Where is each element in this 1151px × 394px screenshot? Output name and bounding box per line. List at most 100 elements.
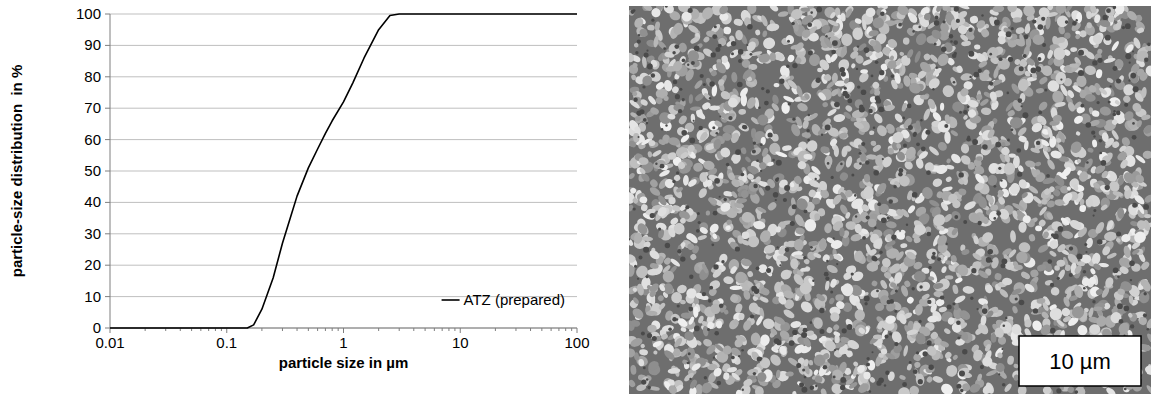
grain [817, 91, 827, 102]
grain [688, 316, 696, 326]
grain [844, 104, 853, 113]
grain [1060, 229, 1074, 240]
grain [767, 161, 774, 166]
grain [856, 382, 870, 394]
grain [1075, 131, 1081, 137]
grain [961, 248, 970, 255]
grain [1046, 158, 1057, 171]
grain [962, 285, 975, 294]
grain [1095, 69, 1103, 79]
grain [1120, 136, 1131, 148]
grain [671, 185, 684, 200]
grain [740, 258, 752, 267]
grain [1095, 288, 1104, 297]
grain [826, 326, 834, 334]
grain [1086, 22, 1092, 29]
y-axis [110, 14, 111, 328]
grain [1126, 69, 1141, 84]
grain [676, 126, 687, 137]
grain [1036, 138, 1043, 149]
grain [957, 178, 965, 186]
grain [793, 343, 807, 356]
grain [1038, 75, 1049, 85]
grain [790, 320, 802, 328]
grain [955, 263, 970, 279]
grain [1100, 203, 1109, 211]
grain [876, 319, 886, 330]
grain [1076, 12, 1082, 23]
x-tick-label: 10 [452, 334, 469, 351]
grain [671, 204, 681, 212]
grain [871, 280, 879, 287]
grain [841, 33, 853, 46]
grain [639, 28, 648, 37]
grain [949, 76, 958, 86]
grain [939, 21, 951, 34]
grain [755, 386, 764, 394]
grain [905, 26, 916, 37]
grain [652, 340, 663, 349]
grain [721, 55, 729, 64]
grain [944, 114, 959, 130]
grain [978, 60, 989, 69]
grain [958, 367, 970, 376]
grain [1065, 6, 1075, 13]
grain [850, 270, 864, 283]
grain [985, 369, 998, 378]
grain [1087, 84, 1097, 94]
grain [656, 194, 668, 207]
grain [707, 196, 718, 206]
grain [708, 222, 721, 235]
grain [821, 336, 828, 342]
grain [944, 351, 953, 360]
grain [909, 385, 920, 394]
grain [733, 337, 744, 348]
grain [902, 345, 909, 357]
grain [1069, 8, 1083, 23]
grain [1122, 94, 1132, 104]
grain [967, 51, 978, 60]
grid-line [110, 202, 577, 203]
grain [1091, 252, 1102, 265]
grain [939, 381, 955, 394]
grain [1076, 261, 1085, 267]
grain [727, 317, 740, 331]
grain [1015, 26, 1025, 34]
grain [845, 155, 854, 168]
grain [860, 211, 870, 223]
grain [632, 91, 638, 97]
grain [730, 285, 743, 290]
grain [1116, 150, 1129, 162]
grain [667, 226, 677, 238]
grain [931, 110, 943, 122]
x-axis-title: particle size in µm [279, 354, 409, 371]
grain [645, 131, 654, 141]
grain [945, 176, 953, 183]
grain [893, 112, 904, 124]
grain [647, 151, 652, 158]
grain [1129, 72, 1139, 84]
grain [928, 145, 941, 157]
y-tick [105, 202, 110, 203]
grain [998, 288, 1010, 300]
grain [829, 278, 838, 289]
grain [981, 107, 992, 115]
grain [790, 258, 799, 269]
grain [829, 137, 839, 147]
grain [875, 181, 889, 196]
grain [974, 326, 985, 336]
grain [860, 203, 870, 213]
grain [1099, 85, 1114, 100]
grain [1079, 204, 1087, 212]
grain [766, 23, 780, 32]
grain [1127, 312, 1133, 319]
grain [1143, 193, 1151, 204]
grain [652, 158, 667, 170]
grain [905, 235, 914, 244]
grain [785, 371, 794, 377]
grain [872, 112, 884, 125]
grain [723, 26, 732, 34]
grain [640, 204, 648, 212]
grain [925, 365, 936, 374]
grain [740, 147, 747, 155]
